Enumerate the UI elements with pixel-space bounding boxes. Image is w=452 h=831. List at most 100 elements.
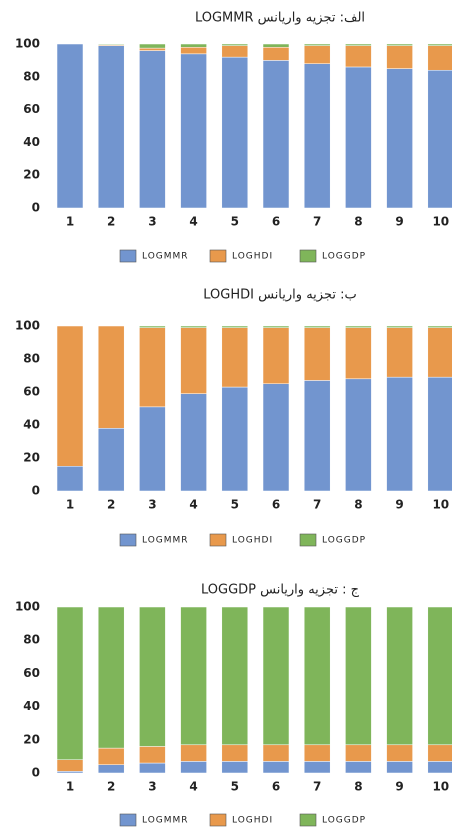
chart-title: ب: تجزیه واریانس LOGHDI [203, 288, 356, 303]
y-tick-label: 20 [23, 168, 40, 182]
y-tick-label: 80 [23, 633, 40, 647]
chart-title: ج : تجزیه واریانس LOGGDP [201, 583, 360, 598]
x-tick-label: 1 [66, 498, 74, 512]
bar-segment [56, 606, 84, 760]
bar-segment [56, 759, 84, 772]
bar-segment [386, 325, 413, 328]
x-tick-label: 4 [189, 780, 197, 794]
x-tick-label: 7 [313, 215, 321, 229]
y-tick-label: 60 [23, 385, 40, 399]
y-tick-label: 0 [32, 484, 40, 498]
bar-segment [303, 325, 331, 328]
chart: الف: تجزیه واریانس LOGMMR 0 20 40 60 80 100 1 2 3… [15, 11, 452, 263]
bar-segment [97, 325, 125, 429]
x-tick-label: 10 [432, 780, 449, 794]
y-tick-label: 20 [23, 732, 40, 746]
bar-segment [386, 43, 413, 46]
x-tick-label: 8 [354, 780, 362, 794]
bar-segment [303, 43, 331, 46]
bar-segment [180, 393, 207, 492]
x-tick-label: 4 [189, 498, 197, 512]
bar-segment [303, 45, 331, 64]
legend-swatch [299, 249, 317, 263]
bar-segment [221, 45, 249, 58]
legend-label: LOGMMR [142, 816, 189, 826]
bar-segment [386, 327, 413, 378]
chart-title: الف: تجزیه واریانس LOGMMR [195, 11, 365, 26]
legend-label: LOGGDP [322, 252, 366, 262]
y-tick-label: 40 [23, 135, 40, 149]
legend-label: LOGHDI [232, 252, 273, 262]
legend-swatch [299, 813, 317, 827]
legend-label: LOGGDP [322, 536, 366, 546]
bar-segment [180, 327, 207, 394]
bar-segment [97, 747, 125, 765]
y-tick-label: 20 [23, 451, 40, 465]
bar-segment [427, 327, 452, 378]
bar-segment [262, 606, 290, 746]
legend-label: LOGGDP [322, 816, 366, 826]
bar-segment [303, 744, 331, 762]
y-tick-label: 0 [32, 766, 40, 780]
legend-label: LOGMMR [142, 536, 189, 546]
bar-segment [180, 53, 207, 209]
bar-segment [139, 746, 166, 764]
legend-label: LOGHDI [232, 536, 273, 546]
legend-swatch [119, 533, 137, 547]
x-tick-label: 3 [148, 498, 156, 512]
bar-segment [97, 428, 125, 492]
x-tick-label: 3 [148, 215, 156, 229]
y-tick-label: 60 [23, 666, 40, 680]
legend-swatch [209, 533, 227, 547]
bar-segment [303, 606, 331, 746]
bar-segment [386, 606, 413, 746]
bar-segment [221, 386, 249, 492]
x-tick-label: 7 [313, 780, 321, 794]
bar-segment [427, 325, 452, 328]
x-tick-label: 8 [354, 498, 362, 512]
bar-segment [180, 744, 207, 762]
bar-segment [139, 325, 166, 328]
bar-segment [427, 45, 452, 71]
x-tick-label: 10 [432, 498, 449, 512]
bar-segment [303, 63, 331, 209]
x-tick-label: 2 [107, 215, 115, 229]
bar-segment [345, 761, 372, 774]
y-tick-label: 40 [23, 418, 40, 432]
x-tick-label: 6 [272, 215, 280, 229]
x-tick-label: 5 [231, 215, 239, 229]
x-tick-label: 7 [313, 498, 321, 512]
bar-segment [180, 43, 207, 48]
x-tick-label: 1 [66, 215, 74, 229]
bar-segment [262, 744, 290, 762]
bar-segment [427, 606, 452, 746]
bar-segment [97, 764, 125, 774]
bar-segment [345, 325, 372, 328]
bar-segment [139, 606, 166, 747]
bar-segment [262, 47, 290, 61]
x-tick-label: 5 [231, 780, 239, 794]
bar-segment [386, 744, 413, 762]
bar-segment [345, 744, 372, 762]
bar-segment [139, 762, 166, 774]
y-tick-label: 40 [23, 699, 40, 713]
bar-segment [221, 325, 249, 328]
bar-segment [221, 606, 249, 746]
bar-segment [345, 66, 372, 209]
bar-segment [97, 606, 125, 749]
x-tick-label: 5 [231, 498, 239, 512]
bar-segment [139, 327, 166, 408]
x-tick-label: 10 [432, 215, 449, 229]
bar-segment [262, 43, 290, 48]
x-tick-label: 2 [107, 780, 115, 794]
bar-segment [427, 43, 452, 46]
x-tick-label: 8 [354, 215, 362, 229]
legend-swatch [209, 249, 227, 263]
bar-segment [427, 69, 452, 209]
chart: ج : تجزیه واریانس LOGGDP 0 20 40 60 80 100 1 2 3 4… [15, 583, 452, 827]
x-tick-label: 6 [272, 498, 280, 512]
bar-segment [56, 466, 84, 492]
y-tick-label: 60 [23, 102, 40, 116]
